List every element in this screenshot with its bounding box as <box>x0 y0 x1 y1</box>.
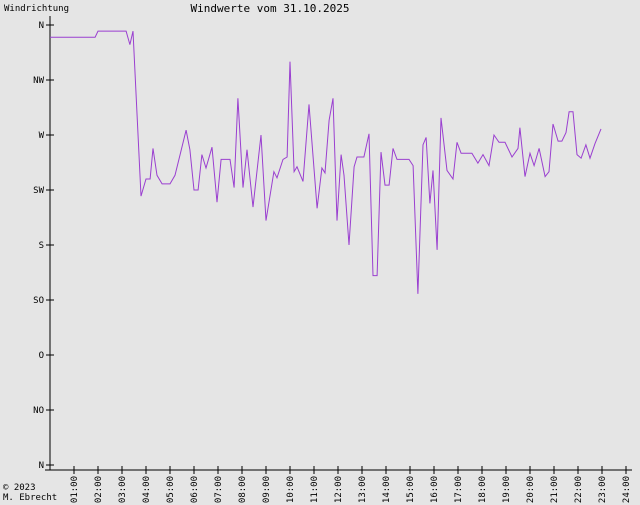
x-tick-label: 02:00 <box>94 476 104 503</box>
y-tick-label: O <box>39 351 44 361</box>
y-tick-label: SO <box>33 296 44 306</box>
x-tick-label: 23:00 <box>598 476 608 503</box>
x-tick-label: 04:00 <box>142 476 152 503</box>
x-tick-label: 11:00 <box>310 476 320 503</box>
x-tick-label: 22:00 <box>574 476 584 503</box>
y-tick-label: S <box>39 241 44 251</box>
y-tick-label: NO <box>33 406 44 416</box>
x-tick-label: 12:00 <box>334 476 344 503</box>
footer-author: M. Ebrecht <box>3 493 57 503</box>
x-tick-label: 06:00 <box>190 476 200 503</box>
x-tick-label: 05:00 <box>166 476 176 503</box>
x-tick-label: 14:00 <box>382 476 392 503</box>
x-tick-label: 16:00 <box>430 476 440 503</box>
x-tick-label: 17:00 <box>454 476 464 503</box>
chart-title: Windwerte vom 31.10.2025 <box>191 2 350 15</box>
x-tick-label: 03:00 <box>118 476 128 503</box>
x-tick-label: 10:00 <box>286 476 296 503</box>
x-tick-label: 07:00 <box>214 476 224 503</box>
x-tick-label: 21:00 <box>550 476 560 503</box>
x-tick-label: 08:00 <box>238 476 248 503</box>
x-tick-label: 13:00 <box>358 476 368 503</box>
y-tick-label: NW <box>33 76 44 86</box>
x-tick-label: 15:00 <box>406 476 416 503</box>
x-tick-label: 20:00 <box>526 476 536 503</box>
y-tick-label: W <box>39 131 45 141</box>
x-tick-label: 24:00 <box>622 476 632 503</box>
y-tick-label: N <box>39 21 44 31</box>
x-tick-label: 01:00 <box>70 476 80 503</box>
y-tick-label: N <box>39 461 44 471</box>
x-tick-label: 19:00 <box>502 476 512 503</box>
data-line <box>50 30 602 294</box>
x-tick-label: 18:00 <box>478 476 488 503</box>
x-tick-label: 09:00 <box>262 476 272 503</box>
footer-copyright: © 2023 <box>3 483 36 493</box>
y-tick-label: SW <box>33 186 44 196</box>
y-axis-label: Windrichtung <box>4 4 69 14</box>
